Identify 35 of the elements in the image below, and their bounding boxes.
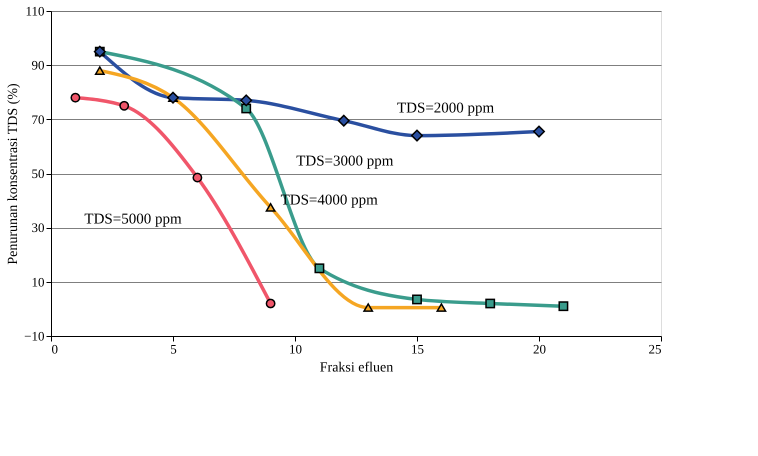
- x-tick-label: 25: [648, 342, 662, 356]
- y-tick-label: 10: [32, 274, 44, 290]
- point: [533, 126, 545, 138]
- x-tick-label: 5: [170, 342, 177, 356]
- y-tick-label: 110: [25, 4, 44, 18]
- x-tick-label: 15: [411, 342, 424, 356]
- point: [314, 263, 324, 274]
- y-tick-label: 90: [32, 58, 44, 73]
- point: [266, 202, 276, 212]
- y-axis-title: Penurunan konsentrasi TDS (%): [6, 83, 22, 265]
- x-tick-label: 0: [52, 342, 58, 356]
- y-tick-label: −10: [24, 328, 44, 344]
- x-axis-title: Fraksi efluen: [320, 360, 394, 376]
- series-label: TDS=2000 ppm: [397, 100, 495, 117]
- point: [411, 130, 423, 142]
- point: [119, 100, 130, 111]
- point: [94, 66, 105, 75]
- series-label: TDS=3000 ppm: [296, 154, 394, 170]
- point: [558, 301, 568, 312]
- point: [363, 303, 374, 312]
- point: [266, 298, 276, 308]
- point: [241, 104, 252, 114]
- point: [240, 94, 252, 106]
- point: [338, 114, 350, 127]
- y-tick-label: 50: [32, 166, 44, 181]
- point: [485, 298, 496, 308]
- y-tick-label: 70: [32, 112, 44, 127]
- y-tick-label: 30: [32, 220, 44, 236]
- point: [412, 294, 422, 304]
- point: [70, 92, 80, 103]
- text: TDS=5000 ppm: [84, 212, 182, 228]
- x-tick-label: 10: [289, 342, 302, 356]
- point: [436, 303, 446, 312]
- point: [192, 172, 202, 182]
- x-tick-label: 20: [533, 342, 546, 356]
